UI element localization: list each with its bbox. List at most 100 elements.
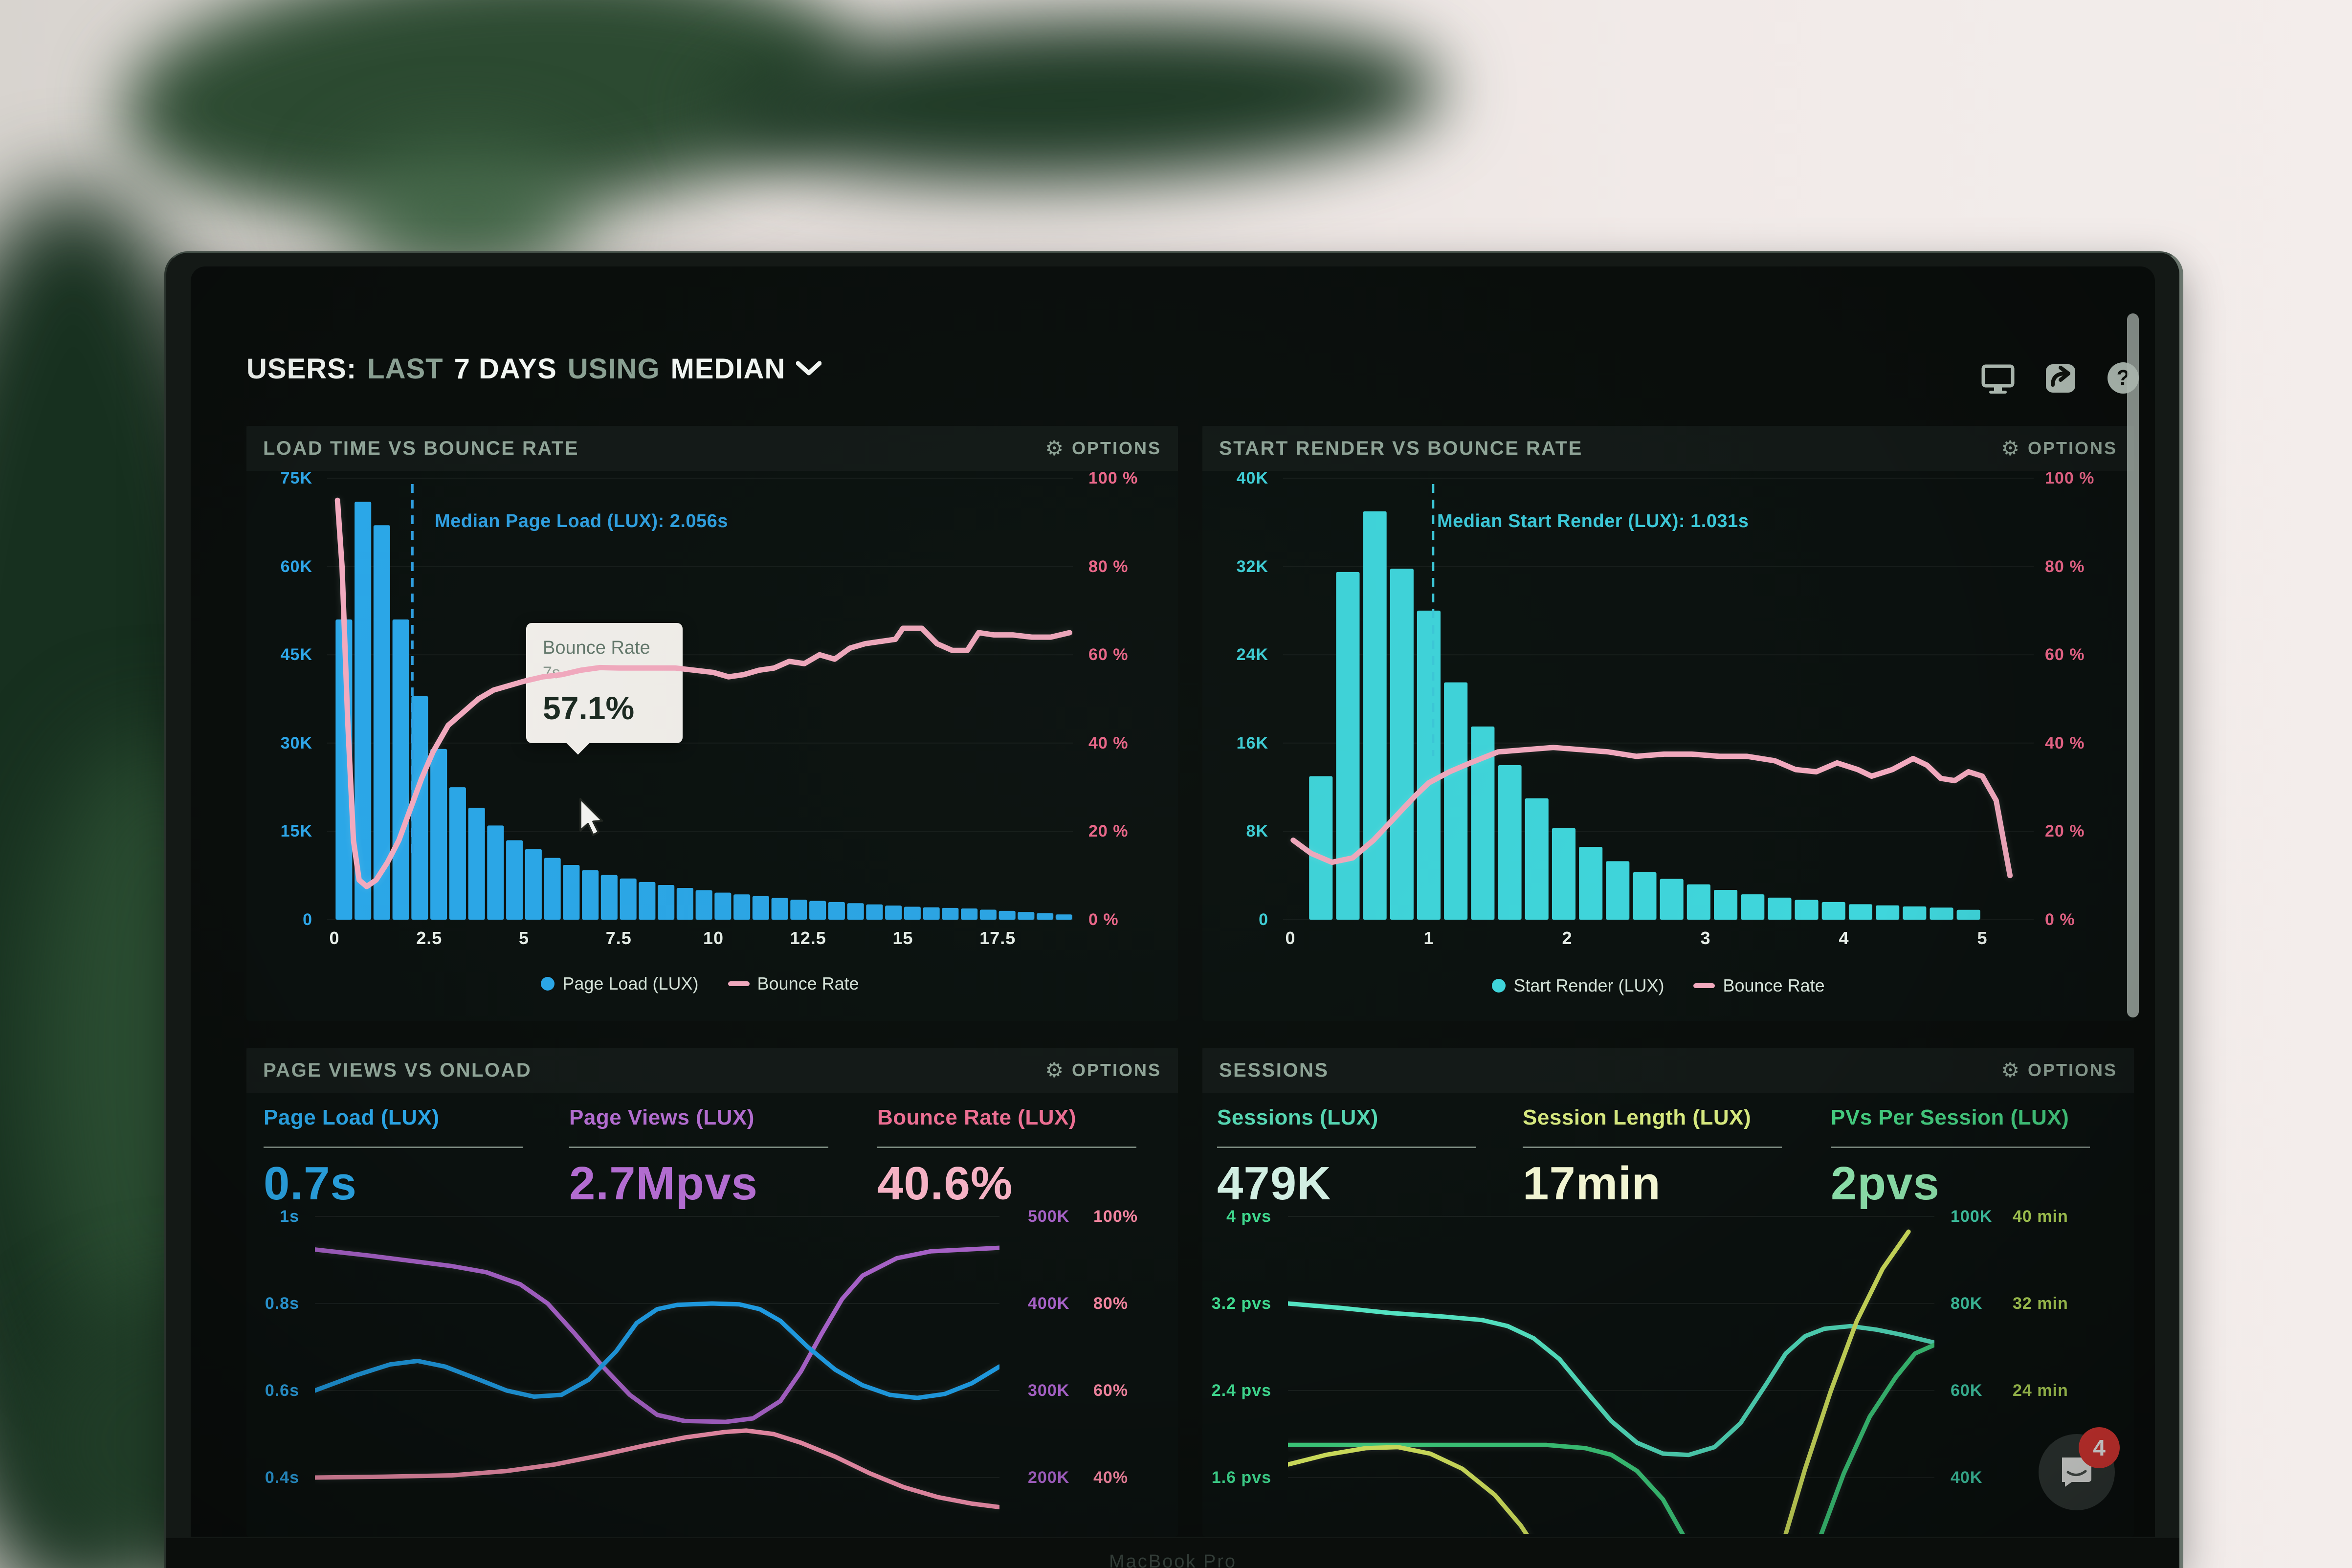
tick-label: 45K	[280, 645, 312, 664]
chart-sessions[interactable]	[1288, 1205, 1934, 1534]
panel-title: SESSIONS	[1219, 1059, 1329, 1081]
tick-label: 500K	[1028, 1207, 1070, 1226]
tick-label: 60K	[280, 557, 312, 576]
stat-sessions: Sessions (LUX) 479K	[1217, 1105, 1491, 1211]
tick-label: 40 %	[2045, 733, 2085, 752]
scrollbar-thumb[interactable]	[2127, 313, 2139, 1017]
tick-label: 2.5	[416, 928, 443, 948]
legend-swatch	[1693, 983, 1715, 988]
tick-label: 80 %	[2045, 557, 2085, 576]
stat-pvs-per-session: PVs Per Session (LUX) 2pvs	[1831, 1105, 2105, 1211]
tick-label: 7.5	[605, 928, 632, 948]
chart-tooltip: Bounce Rate 7s 57.1%	[526, 623, 683, 743]
panel-header: LOAD TIME VS BOUNCE RATE ⚙ OPTIONS	[246, 426, 1178, 471]
options-button[interactable]: ⚙ OPTIONS	[1045, 436, 1161, 460]
tick-label: 0 %	[1088, 910, 1119, 929]
notification-badge: 4	[2079, 1427, 2120, 1468]
gear-icon: ⚙	[1045, 436, 1065, 460]
median-annotation: Median Start Render (LUX): 1.031s	[1437, 511, 1749, 531]
tick-label: 32 min	[2013, 1294, 2068, 1313]
tick-label: 16K	[1236, 733, 1268, 752]
tick-label: 100 %	[1088, 469, 1138, 487]
tick-label: 40 min	[2013, 1207, 2068, 1226]
tick-label: 80K	[1951, 1294, 1983, 1313]
tick-label: 2.4 pvs	[1211, 1381, 1271, 1400]
dashboard: USERS: LAST 7 DAYS USING MEDIAN ?	[191, 266, 2155, 1537]
tick-label: 60 %	[2045, 645, 2085, 664]
tick-label: 1	[1423, 928, 1434, 948]
tick-label: 80 %	[1088, 557, 1129, 576]
legend-item: Page Load (LUX)	[541, 973, 699, 994]
chat-bubble-icon	[2062, 1458, 2091, 1487]
tick-label: 300K	[1028, 1381, 1070, 1400]
tick-label: 15K	[280, 822, 312, 841]
tick-label: 10	[703, 928, 724, 948]
legend-item: Bounce Rate	[1693, 975, 1825, 996]
divider	[877, 1147, 1136, 1148]
tick-label: 32K	[1236, 557, 1268, 576]
tick-label: 5	[1977, 928, 1988, 948]
tick-label: 3.2 pvs	[1211, 1294, 1271, 1313]
tick-label: 80%	[1093, 1294, 1129, 1313]
tick-label: 8K	[1246, 822, 1268, 841]
tick-label: 60K	[1951, 1381, 1983, 1400]
tick-label: 100K	[1951, 1207, 1993, 1226]
chevron-down-icon	[796, 361, 822, 375]
gear-icon: ⚙	[1045, 1058, 1065, 1082]
options-button[interactable]: ⚙ OPTIONS	[2001, 436, 2117, 460]
stat-session-length: Session Length (LUX) 17min	[1523, 1105, 1797, 1211]
legend-swatch	[1492, 979, 1506, 993]
share-icon[interactable]	[2043, 360, 2078, 396]
tick-label: 0.8s	[265, 1294, 299, 1313]
tick-label: 3	[1700, 928, 1711, 948]
title-segment: 7 DAYS	[454, 353, 557, 385]
chart-start_render[interactable]	[1283, 475, 2034, 920]
legend-swatch	[728, 981, 750, 986]
chat-launcher-button[interactable]: 4	[2039, 1427, 2120, 1510]
gear-icon: ⚙	[2001, 1058, 2021, 1082]
tooltip-series: Bounce Rate	[543, 638, 650, 658]
tick-label: 100 %	[2045, 469, 2095, 487]
tick-label: 0	[329, 928, 340, 948]
users-range-dropdown[interactable]: USERS: LAST 7 DAYS USING MEDIAN	[246, 351, 822, 387]
tick-label: 40K	[1236, 469, 1268, 487]
tick-label: 20 %	[1088, 822, 1129, 841]
tick-label: 24 min	[2013, 1381, 2068, 1400]
tick-label: 200K	[1028, 1468, 1070, 1487]
chart-load_time[interactable]	[327, 475, 1073, 920]
brand-label: MacBook Pro	[1109, 1551, 1237, 1568]
tick-label: 1s	[280, 1207, 299, 1226]
options-button[interactable]: ⚙ OPTIONS	[1045, 1058, 1161, 1082]
panel-title: PAGE VIEWS VS ONLOAD	[263, 1059, 532, 1081]
legend-item: Start Render (LUX)	[1492, 975, 1664, 996]
divider	[1523, 1147, 1782, 1148]
panel-header: START RENDER VS BOUNCE RATE ⚙ OPTIONS	[1202, 426, 2134, 471]
tick-label: 24K	[1236, 645, 1268, 664]
tick-label: 5	[518, 928, 530, 948]
panel-title: START RENDER VS BOUNCE RATE	[1219, 437, 1583, 459]
laptop: USERS: LAST 7 DAYS USING MEDIAN ?	[164, 251, 2183, 1568]
tick-label: 15	[892, 928, 913, 948]
tick-label: 100%	[1093, 1207, 1138, 1226]
median-annotation: Median Page Load (LUX): 2.056s	[435, 511, 728, 531]
tick-label: 40%	[1093, 1468, 1129, 1487]
tick-label: 2	[1562, 928, 1573, 948]
title-segment: LAST	[367, 353, 444, 385]
tick-label: 40K	[1951, 1468, 1983, 1487]
stat-page-views: Page Views (LUX) 2.7Mpvs	[569, 1105, 843, 1211]
legend-load-time: Page Load (LUX) Bounce Rate	[327, 973, 1073, 994]
options-button[interactable]: ⚙ OPTIONS	[2001, 1058, 2117, 1082]
panel-page-views-vs-onload: PAGE VIEWS VS ONLOAD ⚙ OPTIONS Page Load …	[246, 1048, 1178, 1537]
tick-label: 60 %	[1088, 645, 1129, 664]
title-segment: USERS:	[246, 353, 357, 385]
divider	[569, 1147, 828, 1148]
tick-label: 20 %	[2045, 822, 2085, 841]
title-segment: USING	[567, 353, 660, 385]
tick-label: 60%	[1093, 1381, 1129, 1400]
divider	[1831, 1147, 2090, 1148]
toolbar-icons: ?	[1980, 360, 2141, 396]
tick-label: 0	[303, 910, 312, 929]
chart-page_views_onload[interactable]	[315, 1205, 999, 1534]
display-icon[interactable]	[1980, 360, 2016, 396]
title-segment: MEDIAN	[670, 353, 786, 385]
